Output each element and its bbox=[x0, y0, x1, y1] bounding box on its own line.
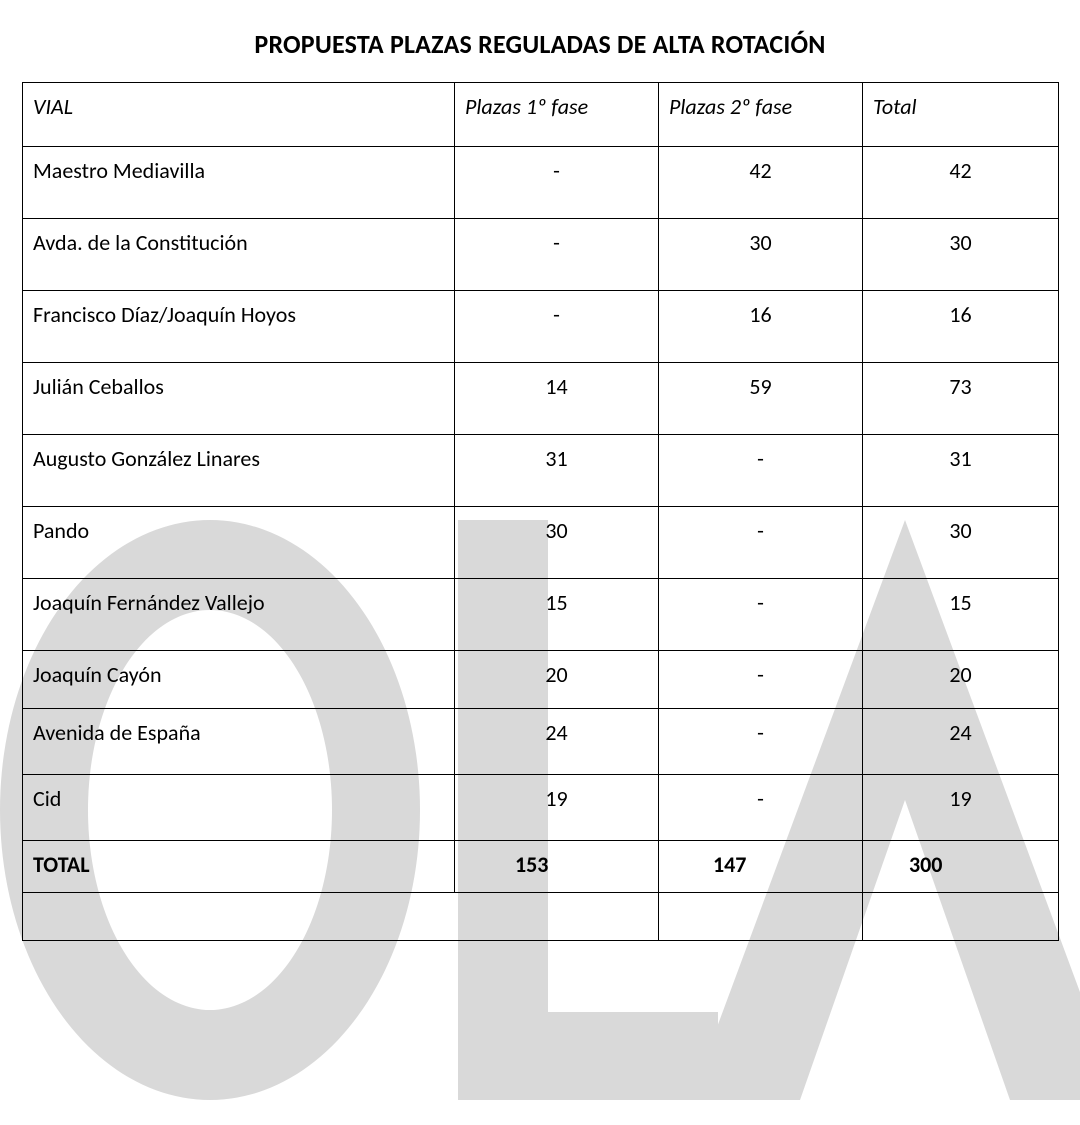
cell-total-total: 300 bbox=[863, 841, 1059, 893]
cell-total: 30 bbox=[863, 507, 1059, 579]
cell-fase1: 24 bbox=[455, 709, 659, 775]
table-total-row: TOTAL153147300 bbox=[23, 841, 1059, 893]
table-row: Julián Ceballos145973 bbox=[23, 363, 1059, 435]
cell-fase2: - bbox=[659, 651, 863, 709]
cell-fase2: 30 bbox=[659, 219, 863, 291]
cell-vial: Maestro Mediavilla bbox=[23, 147, 455, 219]
cell-vial: Cid bbox=[23, 775, 455, 841]
cell-total: 73 bbox=[863, 363, 1059, 435]
col-header-vial: VIAL bbox=[23, 83, 455, 147]
empty-cell bbox=[863, 893, 1059, 941]
cell-fase1: - bbox=[455, 219, 659, 291]
empty-cell bbox=[659, 893, 863, 941]
col-header-fase2: Plazas 2º fase bbox=[659, 83, 863, 147]
col-header-fase1: Plazas 1º fase bbox=[455, 83, 659, 147]
cell-fase2: - bbox=[659, 775, 863, 841]
document-page: PROPUESTA PLAZAS REGULADAS DE ALTA ROTAC… bbox=[0, 0, 1080, 941]
table-row: Augusto González Linares31-31 bbox=[23, 435, 1059, 507]
cell-fase2: - bbox=[659, 579, 863, 651]
table-row: Avda. de la Constitución-3030 bbox=[23, 219, 1059, 291]
page-title: PROPUESTA PLAZAS REGULADAS DE ALTA ROTAC… bbox=[22, 28, 1058, 60]
cell-fase1: 31 bbox=[455, 435, 659, 507]
cell-total-fase1: 153 bbox=[455, 841, 659, 893]
cell-total: 24 bbox=[863, 709, 1059, 775]
col-header-total: Total bbox=[863, 83, 1059, 147]
cell-fase1: 15 bbox=[455, 579, 659, 651]
cell-vial: Joaquín Fernández Vallejo bbox=[23, 579, 455, 651]
cell-fase1: 30 bbox=[455, 507, 659, 579]
cell-total: 19 bbox=[863, 775, 1059, 841]
cell-vial: Julián Ceballos bbox=[23, 363, 455, 435]
table-empty-row bbox=[23, 893, 1059, 941]
cell-total: 16 bbox=[863, 291, 1059, 363]
table-row: Francisco Díaz/Joaquín Hoyos-1616 bbox=[23, 291, 1059, 363]
table-row: Joaquín Fernández Vallejo15-15 bbox=[23, 579, 1059, 651]
cell-vial: Augusto González Linares bbox=[23, 435, 455, 507]
table-row: Avenida de España24-24 bbox=[23, 709, 1059, 775]
cell-fase1: - bbox=[455, 291, 659, 363]
cell-fase1: 20 bbox=[455, 651, 659, 709]
cell-vial: Francisco Díaz/Joaquín Hoyos bbox=[23, 291, 455, 363]
table-header-row: VIAL Plazas 1º fase Plazas 2º fase Total bbox=[23, 83, 1059, 147]
cell-total: 15 bbox=[863, 579, 1059, 651]
cell-fase1: - bbox=[455, 147, 659, 219]
cell-fase2: - bbox=[659, 435, 863, 507]
table-row: Pando30-30 bbox=[23, 507, 1059, 579]
cell-fase2: - bbox=[659, 507, 863, 579]
plazas-table: VIAL Plazas 1º fase Plazas 2º fase Total… bbox=[22, 82, 1059, 941]
cell-vial: Avenida de España bbox=[23, 709, 455, 775]
cell-fase2: 42 bbox=[659, 147, 863, 219]
cell-fase1: 19 bbox=[455, 775, 659, 841]
table-row: Maestro Mediavilla-4242 bbox=[23, 147, 1059, 219]
empty-cell bbox=[23, 893, 659, 941]
table-row: Cid19-19 bbox=[23, 775, 1059, 841]
table-row: Joaquín Cayón20-20 bbox=[23, 651, 1059, 709]
table-body: Maestro Mediavilla-4242Avda. de la Const… bbox=[23, 147, 1059, 941]
cell-fase2: 16 bbox=[659, 291, 863, 363]
cell-total: 30 bbox=[863, 219, 1059, 291]
cell-fase2: 59 bbox=[659, 363, 863, 435]
cell-total: 42 bbox=[863, 147, 1059, 219]
cell-vial: Joaquín Cayón bbox=[23, 651, 455, 709]
cell-total-label: TOTAL bbox=[23, 841, 455, 893]
cell-vial: Pando bbox=[23, 507, 455, 579]
cell-total: 31 bbox=[863, 435, 1059, 507]
cell-fase2: - bbox=[659, 709, 863, 775]
cell-vial: Avda. de la Constitución bbox=[23, 219, 455, 291]
cell-fase1: 14 bbox=[455, 363, 659, 435]
cell-total-fase2: 147 bbox=[659, 841, 863, 893]
cell-total: 20 bbox=[863, 651, 1059, 709]
